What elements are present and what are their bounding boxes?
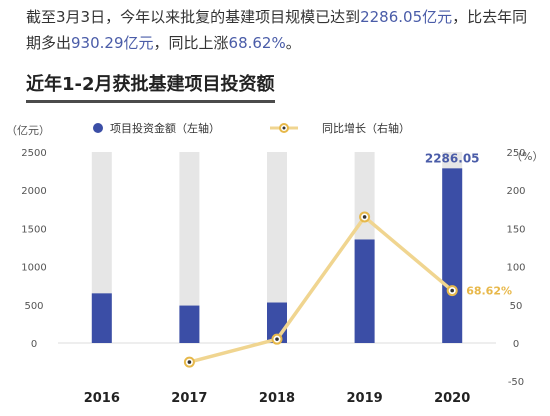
left-axis-tick: 0 <box>31 339 37 350</box>
line-point-center <box>450 288 455 293</box>
intro-increase: 930.29亿元 <box>71 34 154 52</box>
bar <box>442 168 463 343</box>
category-label: 2016 <box>84 391 120 406</box>
category-label: 2019 <box>347 391 383 406</box>
left-axis-unit: （亿元） <box>6 124 50 137</box>
right-axis-tick: 150 <box>506 224 525 235</box>
intro-text-4: 。 <box>285 34 301 52</box>
left-axis-tick: 1000 <box>21 263 46 274</box>
legend-line-label: 同比增长（右轴） <box>322 121 410 135</box>
bar-background <box>179 152 200 343</box>
right-axis-tick: -50 <box>508 377 524 388</box>
bar <box>354 239 375 343</box>
line-value-label: 68.62% <box>466 285 512 298</box>
intro-text-1: 截至3月3日，今年以来批复的基建项目规模已达到 <box>26 8 361 26</box>
left-axis-tick: 2500 <box>21 148 46 159</box>
bar-value-label: 2286.05 <box>425 151 480 165</box>
bar <box>179 305 200 343</box>
line-point-center <box>362 215 367 219</box>
intro-text-2: ，比去年同期多出 <box>26 8 528 52</box>
right-axis-tick: 200 <box>506 186 525 197</box>
growth-line <box>188 215 454 364</box>
intro-paragraph: 截至3月3日，今年以来批复的基建项目规模已达到2286.05亿元，比去年同期多出… <box>26 4 536 56</box>
category-label: 2017 <box>171 391 207 406</box>
right-axis-unit: （%） <box>511 150 543 163</box>
intro-pct: 68.62% <box>228 34 286 52</box>
bar <box>91 293 112 343</box>
legend: 项目投资金额（左轴） 同比增长（右轴） <box>93 121 410 135</box>
line-point-center <box>275 337 279 341</box>
intro-amount: 2286.05亿元 <box>360 8 453 26</box>
right-axis-tick: 50 <box>510 301 523 312</box>
category-label: 2020 <box>434 391 470 406</box>
legend-bar-swatch <box>93 123 103 133</box>
right-axis-tick: 0 <box>513 339 519 350</box>
right-axis-tick: 250 <box>506 148 525 159</box>
intro-text-3: ，同比上涨 <box>153 34 229 52</box>
category-label: 2018 <box>259 391 295 406</box>
left-axis-tick: 500 <box>24 301 43 312</box>
legend-line-marker-dot <box>282 126 286 130</box>
chart-heading: 近年1-2月获批基建项目投资额 <box>26 70 275 103</box>
bar-background <box>267 152 287 343</box>
legend-bar-label: 项目投资金额（左轴） <box>110 121 220 135</box>
left-axis-tick: 1500 <box>21 224 46 235</box>
line-point-center <box>187 360 192 364</box>
right-axis-tick: 100 <box>506 263 525 274</box>
left-axis-tick: 2000 <box>21 186 46 197</box>
